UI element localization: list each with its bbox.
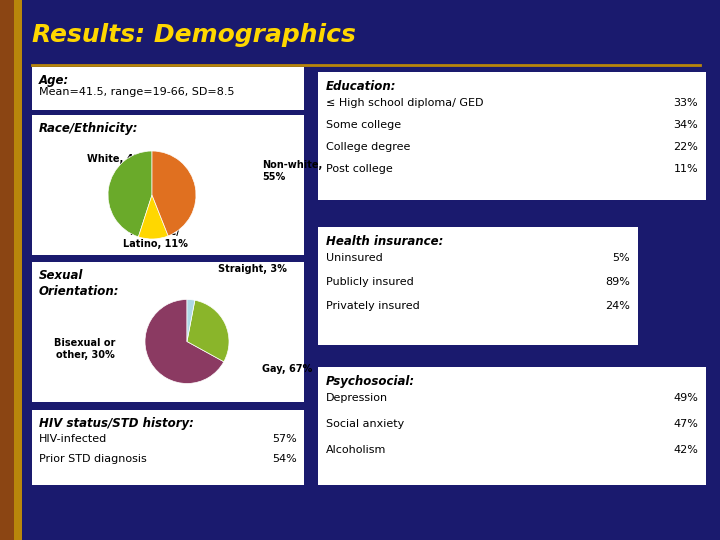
FancyBboxPatch shape	[32, 67, 304, 110]
Text: Some college: Some college	[326, 120, 401, 130]
Text: ≤ High school diploma/ GED: ≤ High school diploma/ GED	[326, 98, 484, 108]
Text: Depression: Depression	[326, 393, 388, 403]
Text: White, 45%: White, 45%	[86, 154, 150, 164]
Text: HIV-infected: HIV-infected	[39, 434, 107, 444]
Text: Education:: Education:	[326, 80, 397, 93]
Text: 11%: 11%	[673, 164, 698, 174]
Text: Mean=41.5, range=19-66, SD=8.5: Mean=41.5, range=19-66, SD=8.5	[39, 87, 235, 97]
Text: 47%: 47%	[673, 419, 698, 429]
Text: Privately insured: Privately insured	[326, 301, 420, 311]
Text: Gay, 67%: Gay, 67%	[262, 364, 312, 374]
Text: Alcoholism: Alcoholism	[326, 445, 387, 455]
Text: 34%: 34%	[673, 120, 698, 130]
Text: HIV status/STD history:: HIV status/STD history:	[39, 417, 194, 430]
Wedge shape	[152, 151, 196, 236]
FancyBboxPatch shape	[32, 262, 304, 402]
Text: Publicly insured: Publicly insured	[326, 277, 414, 287]
Text: 42%: 42%	[673, 445, 698, 455]
FancyBboxPatch shape	[318, 227, 638, 345]
Text: Social anxiety: Social anxiety	[326, 419, 404, 429]
Text: 24%: 24%	[605, 301, 630, 311]
Text: Hispanic/
Latino, 11%: Hispanic/ Latino, 11%	[122, 227, 187, 249]
Wedge shape	[108, 151, 152, 237]
Text: College degree: College degree	[326, 142, 410, 152]
Bar	[0, 0, 22, 540]
Text: 57%: 57%	[272, 434, 297, 444]
Text: Race/Ethnicity:: Race/Ethnicity:	[39, 122, 138, 135]
Text: Psychosocial:: Psychosocial:	[326, 375, 415, 388]
Text: Non-white,
55%: Non-white, 55%	[262, 160, 323, 182]
Text: Post college: Post college	[326, 164, 392, 174]
Text: 49%: 49%	[673, 393, 698, 403]
Wedge shape	[145, 300, 224, 383]
Text: 89%: 89%	[605, 277, 630, 287]
Wedge shape	[138, 195, 168, 239]
Wedge shape	[187, 300, 229, 362]
Text: 33%: 33%	[673, 98, 698, 108]
Text: Sexual
Orientation:: Sexual Orientation:	[39, 269, 120, 298]
Text: 22%: 22%	[673, 142, 698, 152]
Text: Prior STD diagnosis: Prior STD diagnosis	[39, 454, 147, 464]
Text: 54%: 54%	[272, 454, 297, 464]
Text: Results: Demographics: Results: Demographics	[32, 23, 356, 47]
Bar	[14, 0, 22, 540]
FancyBboxPatch shape	[318, 367, 706, 485]
Text: Uninsured: Uninsured	[326, 253, 383, 263]
FancyBboxPatch shape	[32, 115, 304, 255]
Text: Straight, 3%: Straight, 3%	[218, 264, 287, 274]
Text: Bisexual or
other, 30%: Bisexual or other, 30%	[54, 339, 116, 360]
Text: Health insurance:: Health insurance:	[326, 235, 444, 248]
Wedge shape	[187, 300, 195, 341]
Text: Age:: Age:	[39, 74, 69, 87]
FancyBboxPatch shape	[32, 410, 304, 485]
Text: 5%: 5%	[613, 253, 630, 263]
FancyBboxPatch shape	[318, 72, 706, 200]
